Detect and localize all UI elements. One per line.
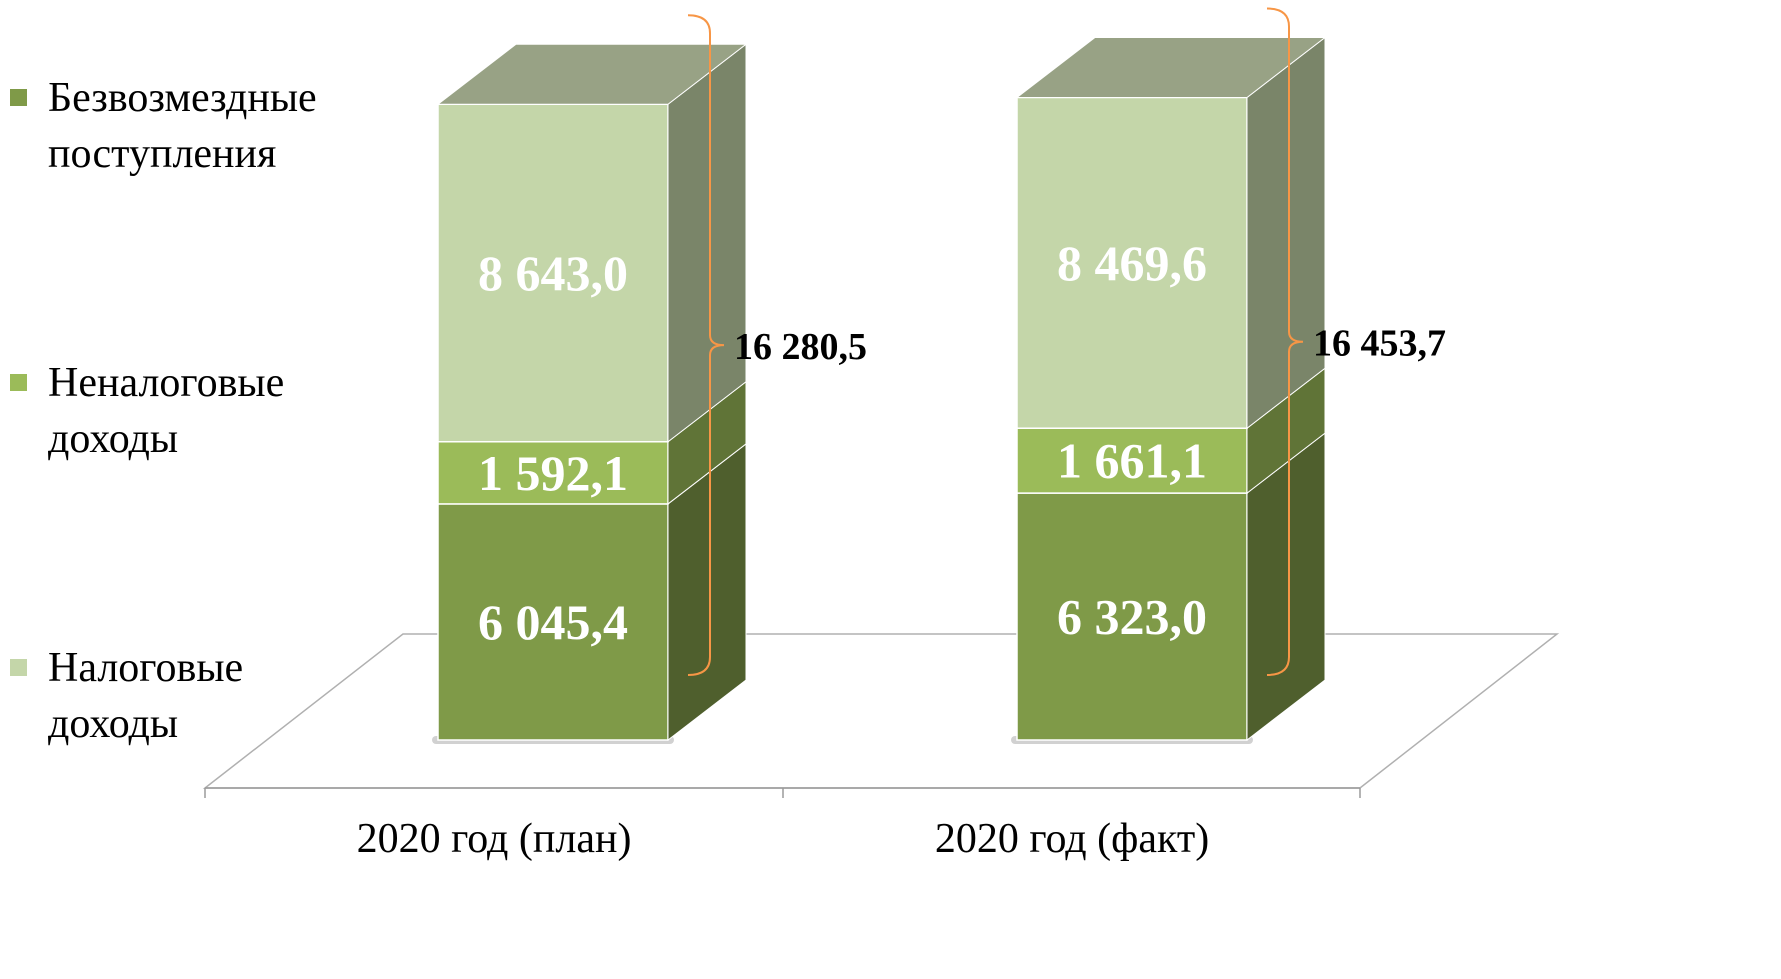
data-label-free-receipts-0: 8 643,0	[478, 245, 628, 301]
data-label-free-receipts-1: 8 469,6	[1057, 235, 1207, 291]
legend-swatch-tax-income	[10, 659, 27, 676]
bar-top-0	[436, 43, 748, 105]
total-label-0: 16 280,5	[734, 326, 867, 368]
bar-tax-income-1	[1016, 492, 1248, 741]
data-label-non-tax-income-1: 1 661,1	[1057, 433, 1207, 489]
bar-top-1	[1015, 36, 1327, 98]
legend-label-tax-income: Налоговые доходы	[48, 645, 244, 747]
data-label-tax-income-1: 6 323,0	[1057, 589, 1207, 645]
legend-swatch-non-tax-income	[10, 374, 27, 391]
total-brace-0	[687, 14, 725, 676]
legend-label-free-receipts: Безвозмездные поступления	[48, 75, 317, 177]
category-label-1: 2020 год (факт)	[935, 816, 1209, 862]
bar-side-free-receipts-0	[667, 43, 747, 443]
total-label-1: 16 453,7	[1313, 323, 1446, 365]
bar-free-receipts-0	[437, 103, 669, 443]
legend-swatch-free-receipts	[10, 89, 27, 106]
data-label-tax-income-0: 6 045,4	[478, 594, 628, 650]
data-label-non-tax-income-0: 1 592,1	[478, 445, 628, 501]
bar-side-free-receipts-1	[1246, 36, 1326, 430]
bar-non-tax-income-1	[1016, 427, 1248, 494]
floor-plane	[202, 633, 1560, 789]
legend-label-non-tax-income: Неналоговые доходы	[48, 360, 285, 462]
total-brace-1	[1266, 7, 1304, 676]
category-label-0: 2020 год (план)	[357, 816, 632, 862]
